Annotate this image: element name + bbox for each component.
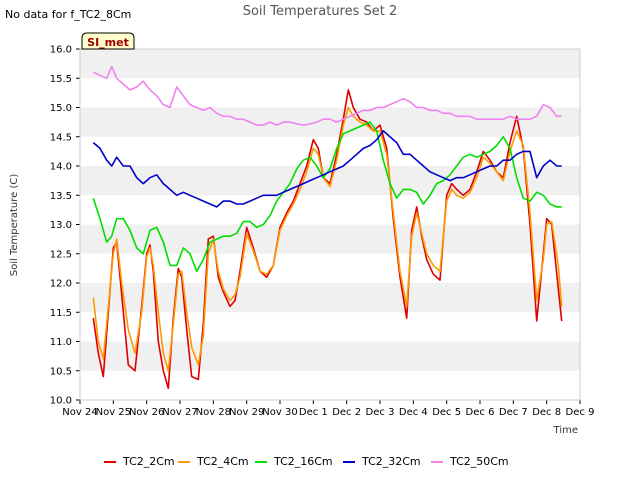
x-tick-label: Dec 8 [532,407,561,418]
grid-band [80,283,580,313]
grid-band [80,136,580,166]
x-tick-label: Dec 7 [499,407,528,418]
grid-band [80,107,580,137]
x-tick-label: Nov 27 [162,407,197,418]
x-tick-label: Dec 9 [566,407,595,418]
x-tick-label: Dec 3 [366,407,395,418]
x-tick-label: Dec 1 [299,407,328,418]
x-tick-label: Dec 4 [399,407,428,418]
x-tick-label: Nov 28 [196,407,231,418]
x-tick-label: Nov 24 [62,407,97,418]
y-tick-label: 15.0 [50,103,72,114]
y-axis-ticks: 10.0 10.5 11.0 11.5 12.0 12.5 13.0 13.5 14.0 14.5… [50,45,80,407]
grid-band [80,195,580,225]
y-tick-label: 12.5 [50,249,72,260]
y-tick-label: 12.0 [50,279,72,290]
series-line-TC2_4Cm [92,106,563,372]
chart-title: Soil Temperatures Set 2 [243,4,398,19]
legend-label: TC2_32Cm [361,455,421,468]
legend-label: TC2_50Cm [449,455,509,468]
y-tick-label: 10.0 [50,396,72,407]
x-tick-label: Dec 2 [332,407,361,418]
series-lines [92,65,563,390]
grid-band [80,370,580,400]
no-data-notice: No data for f_TC2_8Cm [5,8,132,21]
y-tick-label: 15.5 [50,74,72,85]
series-line-TC2_2Cm [92,89,563,390]
x-tick-label: Nov 29 [229,407,264,418]
y-tick-label: 13.5 [50,191,72,202]
grid-band [80,78,580,108]
x-tick-label: Nov 30 [262,407,297,418]
plot-frame [79,48,581,401]
legend-label: TC2_16Cm [273,455,333,468]
grid-band [80,341,580,371]
series-line-TC2_32Cm [92,130,562,208]
y-tick-label: 13.0 [50,220,72,231]
grid-band [80,312,580,342]
series-line-TC2_50Cm [92,65,562,126]
y-tick-label: 16.0 [50,45,72,56]
y-tick-label: 11.5 [50,308,72,319]
x-tick-label: Nov 26 [129,407,164,418]
grid-bands [80,49,580,400]
y-tick-label: 14.0 [50,162,72,173]
x-tick-label: Dec 6 [466,407,495,418]
y-tick-label: 11.0 [50,337,72,348]
legend-label: TC2_4Cm [196,455,249,468]
grid-band [80,224,580,254]
grid-band [80,253,580,283]
x-tick-label: Nov 25 [96,407,131,418]
legend: TC2_2Cm TC2_4Cm TC2_16Cm TC2_32Cm TC2_50Cm [104,455,509,468]
x-tick-label: Dec 5 [432,407,461,418]
station-badge-label: SI_met [87,36,129,49]
y-tick-label: 14.5 [50,132,72,143]
legend-label: TC2_2Cm [122,455,175,468]
x-axis-label: Time [553,425,578,436]
y-axis-label: Soil Temperature (C) [9,174,20,277]
y-tick-label: 10.5 [50,366,72,377]
grid-band [80,49,580,79]
station-badge: SI_met [81,32,135,50]
